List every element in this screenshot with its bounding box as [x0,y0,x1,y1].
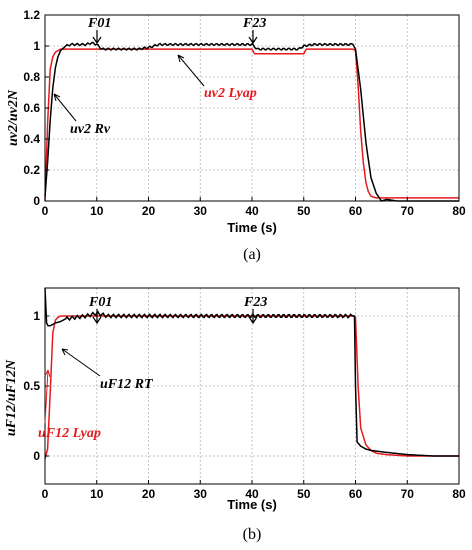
x-tick-label: 40 [245,487,259,501]
xlabel-a: Time (s) [227,220,277,235]
ylabel-b: uF12/uF12N [4,359,19,436]
x-tick-label: 70 [401,487,415,501]
arrow-f23-a [248,30,258,45]
series-line-black [44,41,459,202]
ticks-a: 0 10 20 30 40 50 60 70 80 0 0.2 0.4 0.6 0.8 1 1.2 [23,8,466,218]
arrow-f01-b [92,309,102,325]
x-tick-label: 20 [142,204,156,218]
annotation-rv-a: uv2 Rv [70,122,111,137]
ylabel-a: uv2/uv2N [6,89,21,146]
series-b [44,287,459,459]
y-tick-label: 0.5 [23,379,40,393]
arrow-lyap-a [177,54,205,87]
annotation-f01-b: F01 [88,295,112,310]
grid-a [45,15,459,201]
x-tick-label: 20 [142,487,156,501]
x-tick-label: 30 [194,487,208,501]
x-tick-label: 60 [349,204,363,218]
series-line-black [44,287,459,457]
annotation-f01-a: F01 [87,16,111,31]
chart-b: 0 10 20 30 40 50 60 70 80 0 0.5 1 uF12/uF12N Time (… [4,287,466,543]
series-a [44,41,459,202]
x-tick-label: 50 [297,487,311,501]
y-tick-label: 0.4 [23,132,40,146]
ticks-b: 0 10 20 30 40 50 60 70 80 0 0.5 1 [23,309,466,501]
x-tick-label: 30 [194,204,208,218]
x-tick-label: 70 [401,204,415,218]
x-tick-label: 40 [245,204,259,218]
y-tick-label: 0.6 [23,101,40,115]
y-tick-label: 0.2 [23,163,40,177]
annotation-lyap-b: uF12 Lyap [38,426,101,441]
x-tick-label: 60 [349,487,363,501]
x-tick-label: 0 [42,204,49,218]
x-tick-label: 10 [90,487,104,501]
xlabel-b: Time (s) [227,497,277,512]
x-tick-label: 0 [42,487,49,501]
arrow-f23-b [248,309,258,325]
annotation-f23-b: F23 [243,295,267,310]
chart-a: 0 10 20 30 40 50 60 70 80 0 0.2 0.4 0.6 0.8 1 1.2 uv2/u… [6,8,466,263]
x-tick-label: 80 [452,204,466,218]
y-tick-label: 0 [33,449,40,463]
arrow-f01-a [92,30,102,45]
annotation-lyap-a: uv2 Lyap [204,86,257,101]
arrow-rv-a [53,93,77,122]
arrow-lyap-b [44,369,51,424]
y-tick-label: 1.2 [23,8,40,22]
x-tick-label: 80 [452,487,466,501]
y-tick-label: 0.8 [23,70,40,84]
x-tick-label: 50 [297,204,311,218]
y-tick-label: 1 [33,309,40,323]
annotation-f23-a: F23 [242,16,266,31]
annotation-rt-b: uF12 RT [100,377,154,392]
arrow-rt-b [61,348,101,377]
y-tick-label: 0 [33,194,40,208]
caption-a: (a) [243,246,261,263]
y-tick-label: 1 [33,39,40,53]
caption-b: (b) [243,526,262,543]
x-tick-label: 10 [90,204,104,218]
